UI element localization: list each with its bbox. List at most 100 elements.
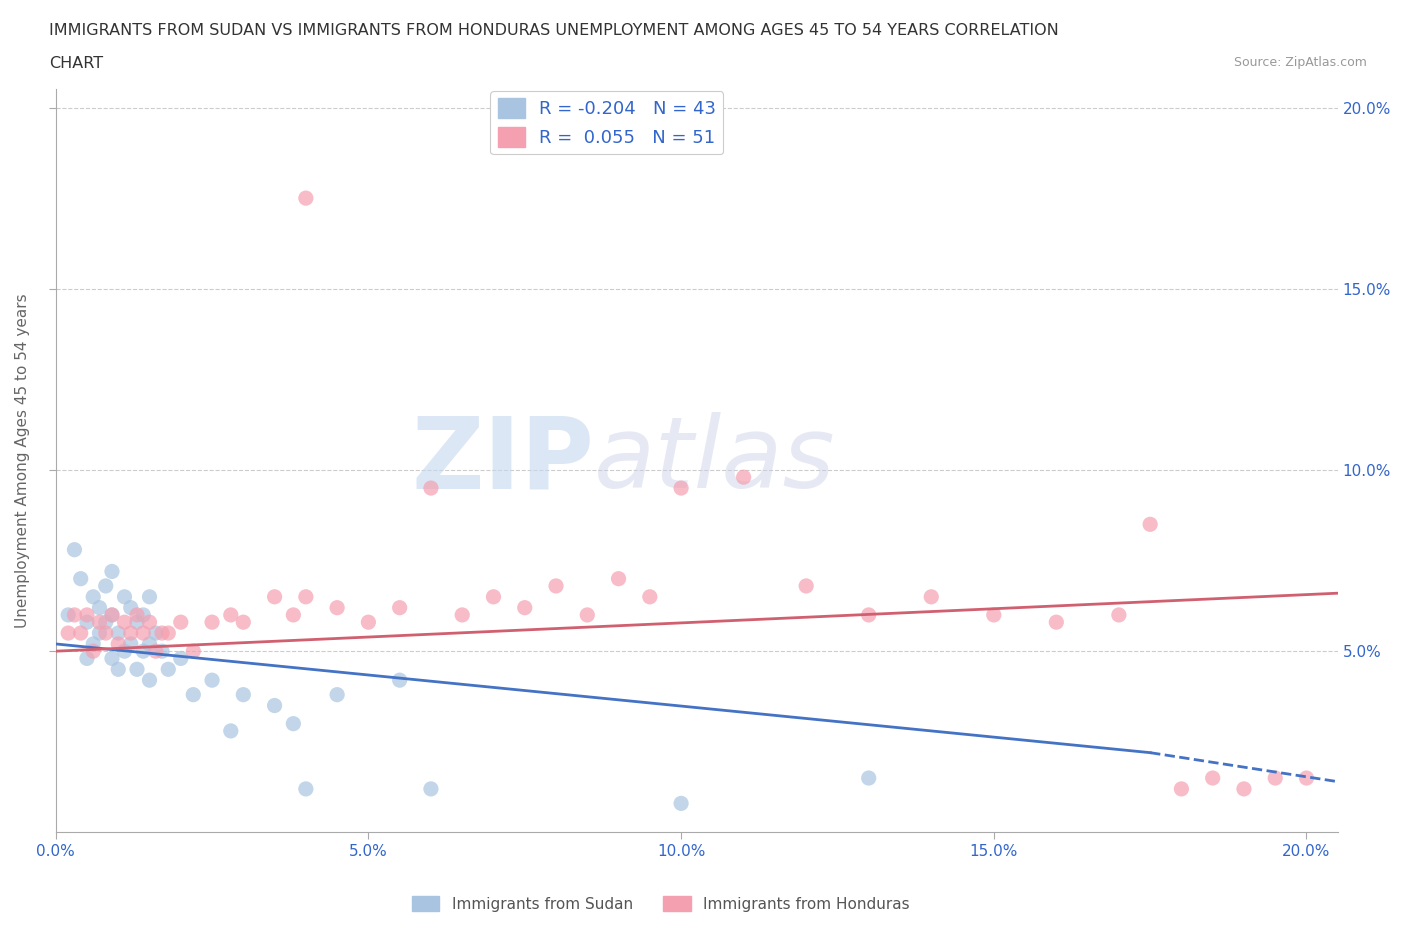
Point [170, 615, 193, 630]
Point [89, 615, 111, 630]
Point [607, 571, 630, 586]
Point [138, 590, 160, 604]
Point [181, 687, 204, 702]
Point [132, 626, 155, 641]
Point [733, 470, 755, 485]
Point [283, 716, 305, 731]
Point [69, 626, 91, 641]
Point [1108, 607, 1130, 622]
Point [638, 590, 661, 604]
Point [150, 626, 173, 641]
Legend: Immigrants from Sudan, Immigrants from Honduras: Immigrants from Sudan, Immigrants from H… [406, 889, 915, 918]
Point [125, 662, 148, 677]
Point [326, 600, 349, 615]
Point [138, 636, 160, 651]
Point [76, 651, 98, 666]
Point [101, 607, 124, 622]
Point [544, 578, 567, 593]
Point [794, 578, 817, 593]
Point [58, 626, 80, 641]
Point [232, 615, 254, 630]
Point [132, 644, 155, 658]
Point [138, 615, 160, 630]
Point [107, 626, 129, 641]
Y-axis label: Unemployment Among Ages 45 to 54 years: Unemployment Among Ages 45 to 54 years [15, 294, 30, 628]
Point [920, 590, 942, 604]
Point [114, 615, 136, 630]
Point [107, 662, 129, 677]
Point [219, 607, 242, 622]
Point [295, 590, 318, 604]
Point [157, 626, 180, 641]
Point [232, 687, 254, 702]
Point [107, 636, 129, 651]
Text: CHART: CHART [49, 56, 103, 71]
Point [295, 781, 318, 796]
Point [76, 607, 98, 622]
Point [1170, 781, 1192, 796]
Point [150, 644, 173, 658]
Point [263, 698, 285, 713]
Point [576, 607, 599, 622]
Point [1233, 781, 1256, 796]
Legend: R = -0.204   N = 43, R =  0.055   N = 51: R = -0.204 N = 43, R = 0.055 N = 51 [491, 91, 724, 154]
Point [63, 542, 86, 557]
Point [82, 644, 104, 658]
Point [669, 481, 692, 496]
Point [82, 636, 104, 651]
Point [94, 626, 117, 641]
Point [114, 644, 136, 658]
Point [1139, 517, 1161, 532]
Point [63, 607, 86, 622]
Point [283, 607, 305, 622]
Point [145, 626, 167, 641]
Point [482, 590, 505, 604]
Text: atlas: atlas [595, 412, 835, 510]
Point [82, 590, 104, 604]
Point [69, 571, 91, 586]
Point [1264, 771, 1286, 786]
Point [513, 600, 536, 615]
Point [1045, 615, 1067, 630]
Point [858, 771, 880, 786]
Point [181, 644, 204, 658]
Point [94, 615, 117, 630]
Point [138, 672, 160, 687]
Text: Source: ZipAtlas.com: Source: ZipAtlas.com [1233, 56, 1367, 69]
Point [120, 636, 142, 651]
Point [114, 590, 136, 604]
Text: IMMIGRANTS FROM SUDAN VS IMMIGRANTS FROM HONDURAS UNEMPLOYMENT AMONG AGES 45 TO : IMMIGRANTS FROM SUDAN VS IMMIGRANTS FROM… [49, 23, 1059, 38]
Point [1295, 771, 1317, 786]
Text: ZIP: ZIP [412, 412, 595, 510]
Point [295, 191, 318, 206]
Point [983, 607, 1005, 622]
Point [357, 615, 380, 630]
Point [451, 607, 474, 622]
Point [101, 564, 124, 578]
Point [89, 600, 111, 615]
Point [219, 724, 242, 738]
Point [388, 600, 411, 615]
Point [157, 662, 180, 677]
Point [201, 672, 224, 687]
Point [1202, 771, 1225, 786]
Point [170, 651, 193, 666]
Point [120, 626, 142, 641]
Point [388, 672, 411, 687]
Point [58, 607, 80, 622]
Point [101, 651, 124, 666]
Point [125, 607, 148, 622]
Point [326, 687, 349, 702]
Point [101, 607, 124, 622]
Point [76, 615, 98, 630]
Point [89, 626, 111, 641]
Point [132, 607, 155, 622]
Point [201, 615, 224, 630]
Point [94, 578, 117, 593]
Point [419, 781, 441, 796]
Point [419, 481, 441, 496]
Point [669, 796, 692, 811]
Point [858, 607, 880, 622]
Point [145, 644, 167, 658]
Point [263, 590, 285, 604]
